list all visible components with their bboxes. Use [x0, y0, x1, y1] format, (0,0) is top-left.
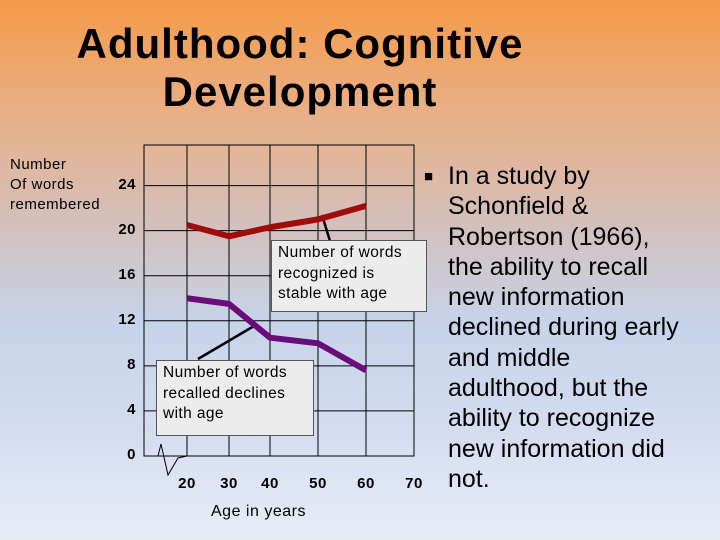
- y-axis-label-line: remembered: [10, 196, 101, 213]
- square-bullet-icon: ■: [424, 168, 434, 185]
- y-axis-label-line: Of words: [10, 176, 75, 193]
- callout-leader-recalled: [197, 324, 255, 361]
- bullet-text-line: ability to recognize: [448, 404, 656, 433]
- y-tick-label: 24: [118, 175, 136, 193]
- callout-line: recalled declines: [163, 384, 286, 402]
- y-tick-label: 0: [127, 446, 136, 463]
- bullet-text-line: adulthood, but the: [448, 374, 649, 403]
- bullet-text-line: Robertson (1966),: [448, 222, 650, 251]
- bullet-text-line: new information did: [448, 434, 665, 463]
- callout-line: Number of words: [163, 364, 288, 381]
- bullet-text-line: Schonfield &: [448, 192, 589, 221]
- y-tick-label: 8: [127, 355, 136, 373]
- callout-line: with age: [163, 405, 224, 422]
- y-axis-label: Number Of words remembered: [10, 155, 100, 215]
- y-tick-label: 12: [118, 310, 136, 328]
- bullet-text-line: not.: [448, 464, 490, 493]
- slide-title-line2: Development: [162, 68, 438, 115]
- bullet-text-line: the ability to recall: [448, 252, 649, 281]
- callout-recalled: Number of words recalled declines with a…: [156, 360, 314, 436]
- y-tick-label: 20: [118, 220, 136, 238]
- x-tick-label: 50: [309, 475, 327, 492]
- series-line-recognized: [186, 202, 367, 240]
- y-tick-label: 16: [118, 265, 136, 283]
- callout-line: recognized is: [278, 264, 375, 282]
- bullet-text-line: new information: [448, 283, 625, 312]
- callout-recognized: Number of words recognized is stable wit…: [271, 240, 427, 312]
- callout-line: Number of words: [278, 244, 403, 261]
- y-tick-label: 4: [127, 400, 136, 418]
- x-tick-label: 70: [405, 475, 423, 492]
- callout-line: stable with age: [278, 285, 388, 302]
- x-tick-label: 30: [220, 475, 238, 492]
- bullet-text-line: declined during early: [448, 313, 679, 342]
- y-axis-label-line: Number: [10, 156, 67, 173]
- x-tick-label: 20: [178, 475, 196, 492]
- x-tick-label: 60: [357, 475, 375, 492]
- bullet-text: In a study by Schonfield & Robertson (1966…: [448, 161, 718, 494]
- axis-break-icon: [157, 443, 188, 477]
- x-tick-label: 40: [261, 475, 279, 492]
- x-axis-label: Age in years: [211, 503, 306, 520]
- slide-title-line1: Adulthood: Cognitive: [76, 20, 524, 67]
- bullet-text-line: and middle: [448, 343, 571, 372]
- bullet-text-line: In a study by: [448, 162, 590, 190]
